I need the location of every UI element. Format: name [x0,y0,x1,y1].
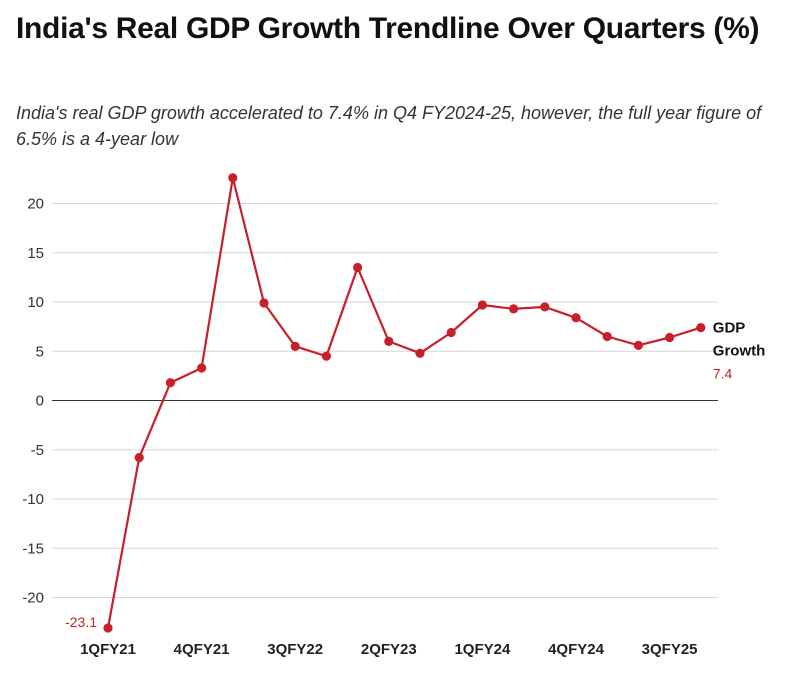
data-point [633,340,644,350]
x-tick-label: 3QFY25 [642,641,698,658]
data-point [477,300,487,310]
data-point [540,302,550,312]
data-point [446,327,456,338]
x-tick-label: 1QFY21 [80,641,136,658]
y-tick-label: -20 [22,590,44,607]
data-point [134,453,144,463]
y-axis-ticks: 20 15 10 5 0 -5 -10 -15 -20 [22,196,44,607]
y-tick-label: 20 [27,196,44,213]
data-point [321,351,331,361]
series-labels-layer: -23.1 GDP Growth 7.4 [65,320,765,630]
y-tick-label: -10 [22,491,44,508]
data-point [290,341,300,351]
data-point [384,336,394,346]
data-point [353,262,363,273]
y-tick-label: 5 [36,343,44,360]
data-point [508,304,519,314]
data-point [103,623,113,633]
data-point [665,332,675,343]
grid-layer [52,203,718,598]
series-line [106,176,702,629]
x-tick-label: 2QFY23 [361,641,417,658]
data-point [571,313,581,323]
x-tick-label: 3QFY22 [267,641,323,658]
chart-subtitle: India's real GDP growth accelerated to 7… [16,103,762,149]
y-tick-label: -5 [31,442,44,459]
chart-title: India's Real GDP Growth Trendline Over Q… [16,12,760,45]
x-tick-label: 4QFY24 [548,641,605,658]
data-point [197,363,207,373]
y-tick-label: 0 [36,393,44,410]
data-point [415,348,425,358]
last-value-label: 7.4 [713,366,733,382]
data-point [228,173,238,183]
data-point [165,378,175,388]
series-name-label: Growth [713,343,766,360]
series-points-layer [103,173,706,633]
x-tick-label: 1QFY24 [454,641,511,658]
y-tick-label: 15 [27,245,44,262]
series-line-layer [106,176,702,629]
series-name-label: GDP [713,320,746,337]
y-tick-label: 10 [27,294,44,311]
y-tick-label: -15 [22,540,44,557]
data-point [259,298,269,308]
x-tick-label: 4QFY21 [174,641,230,658]
data-point [696,323,706,333]
first-value-label: -23.1 [65,614,97,630]
data-point [602,331,612,342]
x-axis-ticks: 1QFY21 4QFY21 3QFY22 2QFY23 1QFY24 4QFY24 3QFY… [80,641,697,658]
